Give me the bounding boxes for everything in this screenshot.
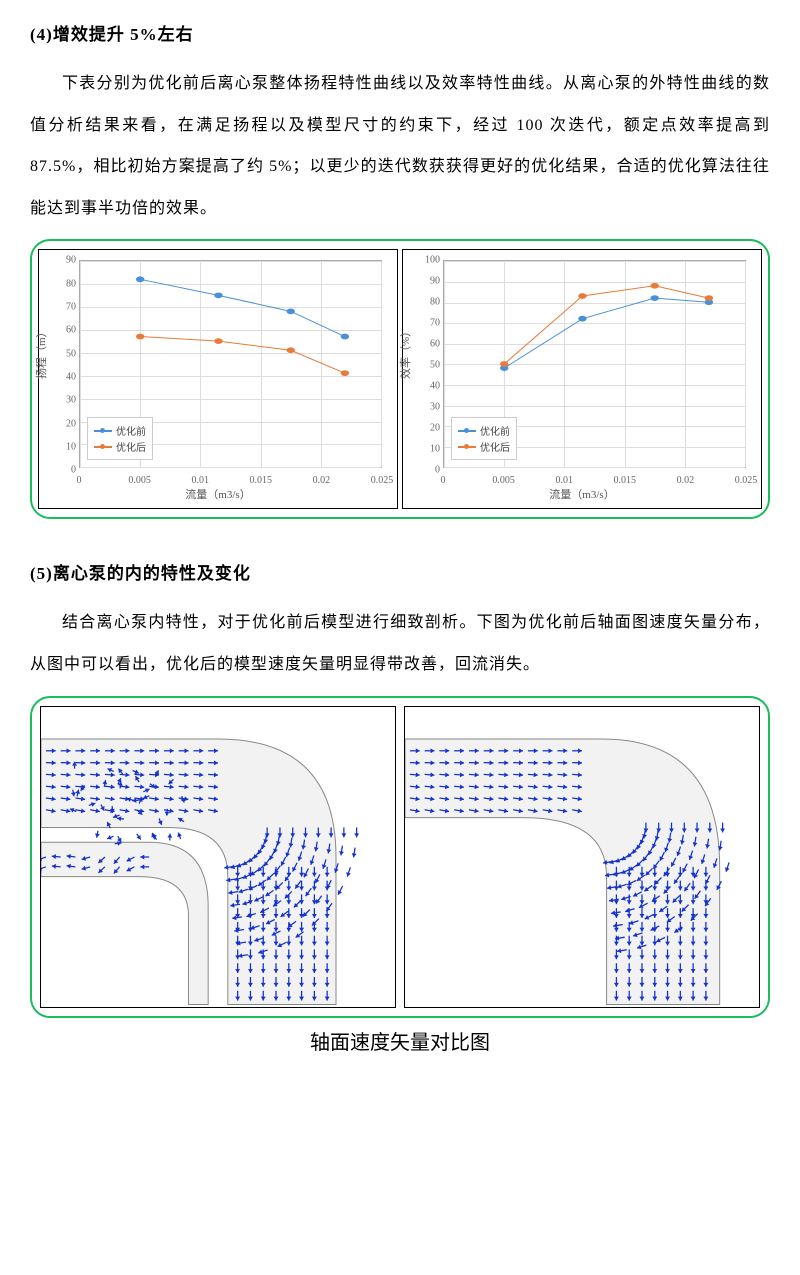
section5-heading: (5)离心泵的内的特性及变化 <box>30 559 770 584</box>
chart-head: 010203040506070809000.0050.010.0150.020.… <box>38 249 398 509</box>
section4-heading: (4)增效提升 5%左右 <box>30 20 770 45</box>
vector-panel-after <box>404 706 760 1008</box>
vector-panel-before <box>40 706 396 1008</box>
vector-caption: 轴面速度矢量对比图 <box>30 1026 770 1055</box>
charts-figure-panel: 010203040506070809000.0050.010.0150.020.… <box>30 239 770 519</box>
section5-paragraph: 结合离心泵内特性，对于优化前后模型进行细致剖析。下图为优化前后轴面图速度矢量分布… <box>30 602 770 685</box>
vector-figure-panel <box>30 696 770 1018</box>
chart-efficiency: 010203040506070809010000.0050.010.0150.0… <box>402 249 762 509</box>
section4-paragraph: 下表分别为优化前后离心泵整体扬程特性曲线以及效率特性曲线。从离心泵的外特性曲线的… <box>30 63 770 229</box>
